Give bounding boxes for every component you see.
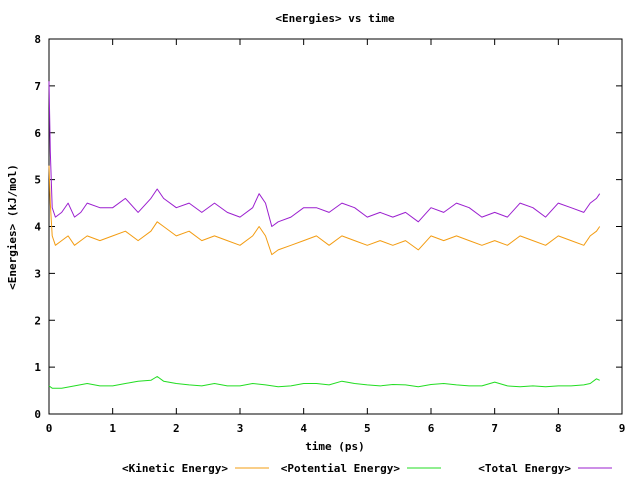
y-tick-label: 5: [34, 174, 41, 187]
x-tick-label: 1: [109, 422, 116, 435]
chart-title: <Energies> vs time: [275, 12, 395, 25]
x-tick-label: 0: [46, 422, 53, 435]
y-tick-label: 1: [34, 361, 41, 374]
x-axis-label: time (ps): [305, 440, 365, 453]
y-tick-label: 0: [34, 408, 41, 421]
x-tick-label: 9: [619, 422, 626, 435]
x-tick-label: 6: [428, 422, 435, 435]
series-line-0: [48, 165, 601, 256]
y-tick-label: 8: [34, 33, 41, 46]
legend-label-0: <Kinetic Energy>: [122, 462, 228, 475]
y-tick-label: 6: [34, 127, 41, 140]
legend-label-2: <Total Energy>: [478, 462, 571, 475]
plot-frame: [48, 38, 623, 415]
y-tick-label: 3: [34, 267, 41, 280]
series-line-1: [48, 376, 600, 389]
x-tick-label: 4: [300, 422, 307, 435]
x-tick-label: 2: [173, 422, 180, 435]
legend: <Kinetic Energy> <Potential Energy> <Total…: [122, 462, 612, 475]
y-tick-label: 2: [34, 314, 41, 327]
series-lines: [48, 81, 601, 389]
legend-label-1: <Potential Energy>: [281, 462, 401, 475]
y-axis-label: <Energies> (kJ/mol): [6, 164, 19, 290]
x-tick-label: 3: [237, 422, 244, 435]
x-tick-label: 5: [364, 422, 371, 435]
y-axis: 0 1 2 3 4 5 6 7 8: [34, 33, 622, 421]
x-tick-label: 8: [555, 422, 562, 435]
x-tick-label: 7: [491, 422, 498, 435]
series-line-2: [48, 81, 601, 227]
x-axis: 0 1 2 3 4 5 6 7 8 9: [46, 39, 626, 435]
y-tick-label: 7: [34, 80, 41, 93]
y-tick-label: 4: [34, 221, 41, 234]
